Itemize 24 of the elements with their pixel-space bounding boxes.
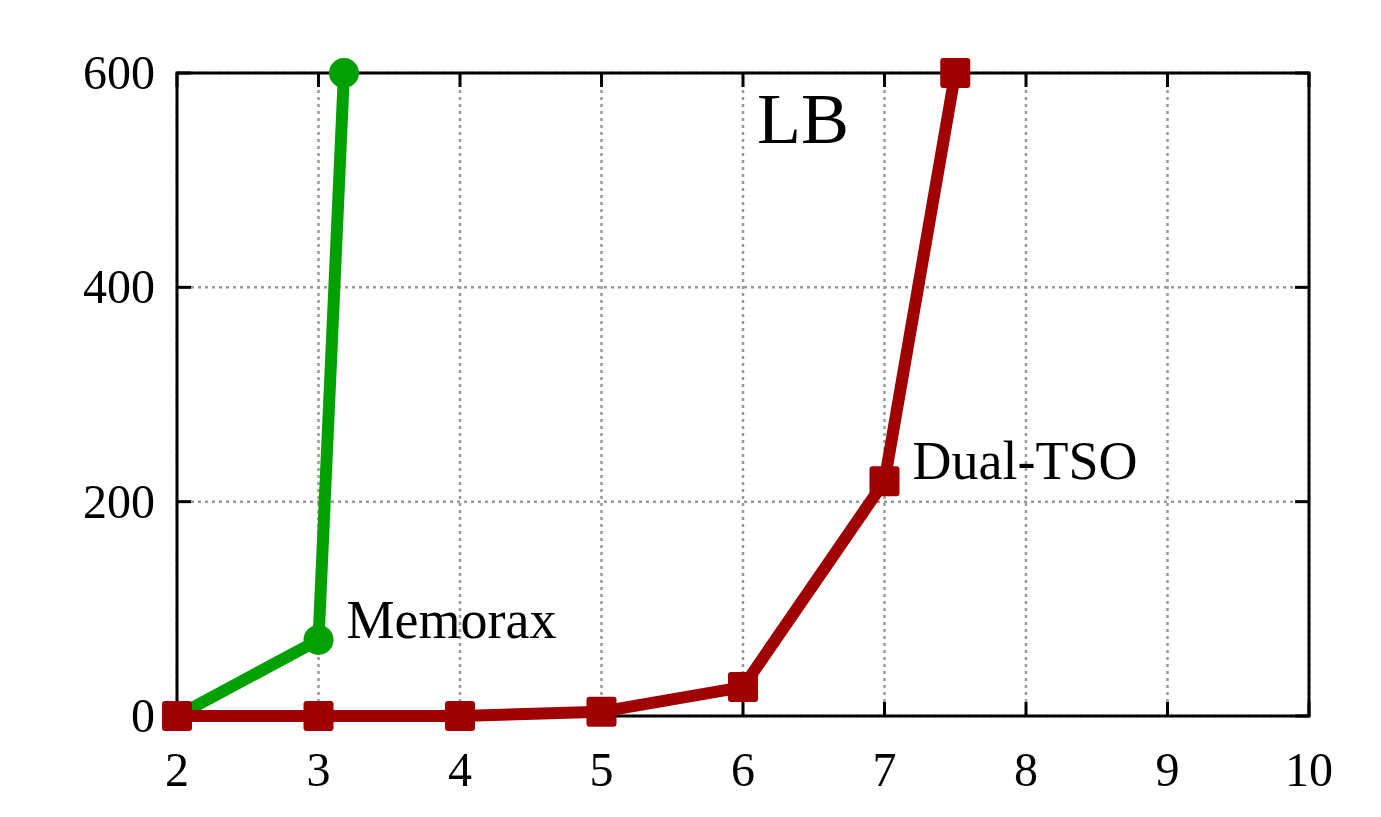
series-label: Dual-TSO [912, 431, 1138, 492]
x-tick-label: 9 [1155, 743, 1180, 796]
point [303, 624, 334, 655]
x-tick-label: 2 [165, 743, 189, 796]
x-tick-label: 6 [731, 743, 755, 796]
x-tick-label: 8 [1014, 743, 1038, 796]
x-tick-label: 10 [1285, 743, 1333, 796]
y-tick-label: 200 [83, 474, 155, 528]
x-tick-label: 7 [872, 743, 897, 796]
point [303, 701, 334, 731]
point [728, 672, 758, 703]
point [940, 58, 971, 88]
x-tick-label: 3 [306, 743, 331, 796]
y-tick-label: 600 [83, 46, 155, 99]
series-label: Memorax [346, 589, 557, 650]
chart-title: LB [756, 79, 850, 159]
x-tick-label: 4 [448, 743, 472, 796]
point [328, 58, 359, 88]
y-tick-label: 400 [83, 260, 155, 314]
point [586, 696, 617, 727]
y-tick-label: 0 [131, 689, 155, 742]
x-tick-label: 5 [589, 743, 614, 796]
point [869, 466, 900, 497]
point [445, 701, 475, 731]
